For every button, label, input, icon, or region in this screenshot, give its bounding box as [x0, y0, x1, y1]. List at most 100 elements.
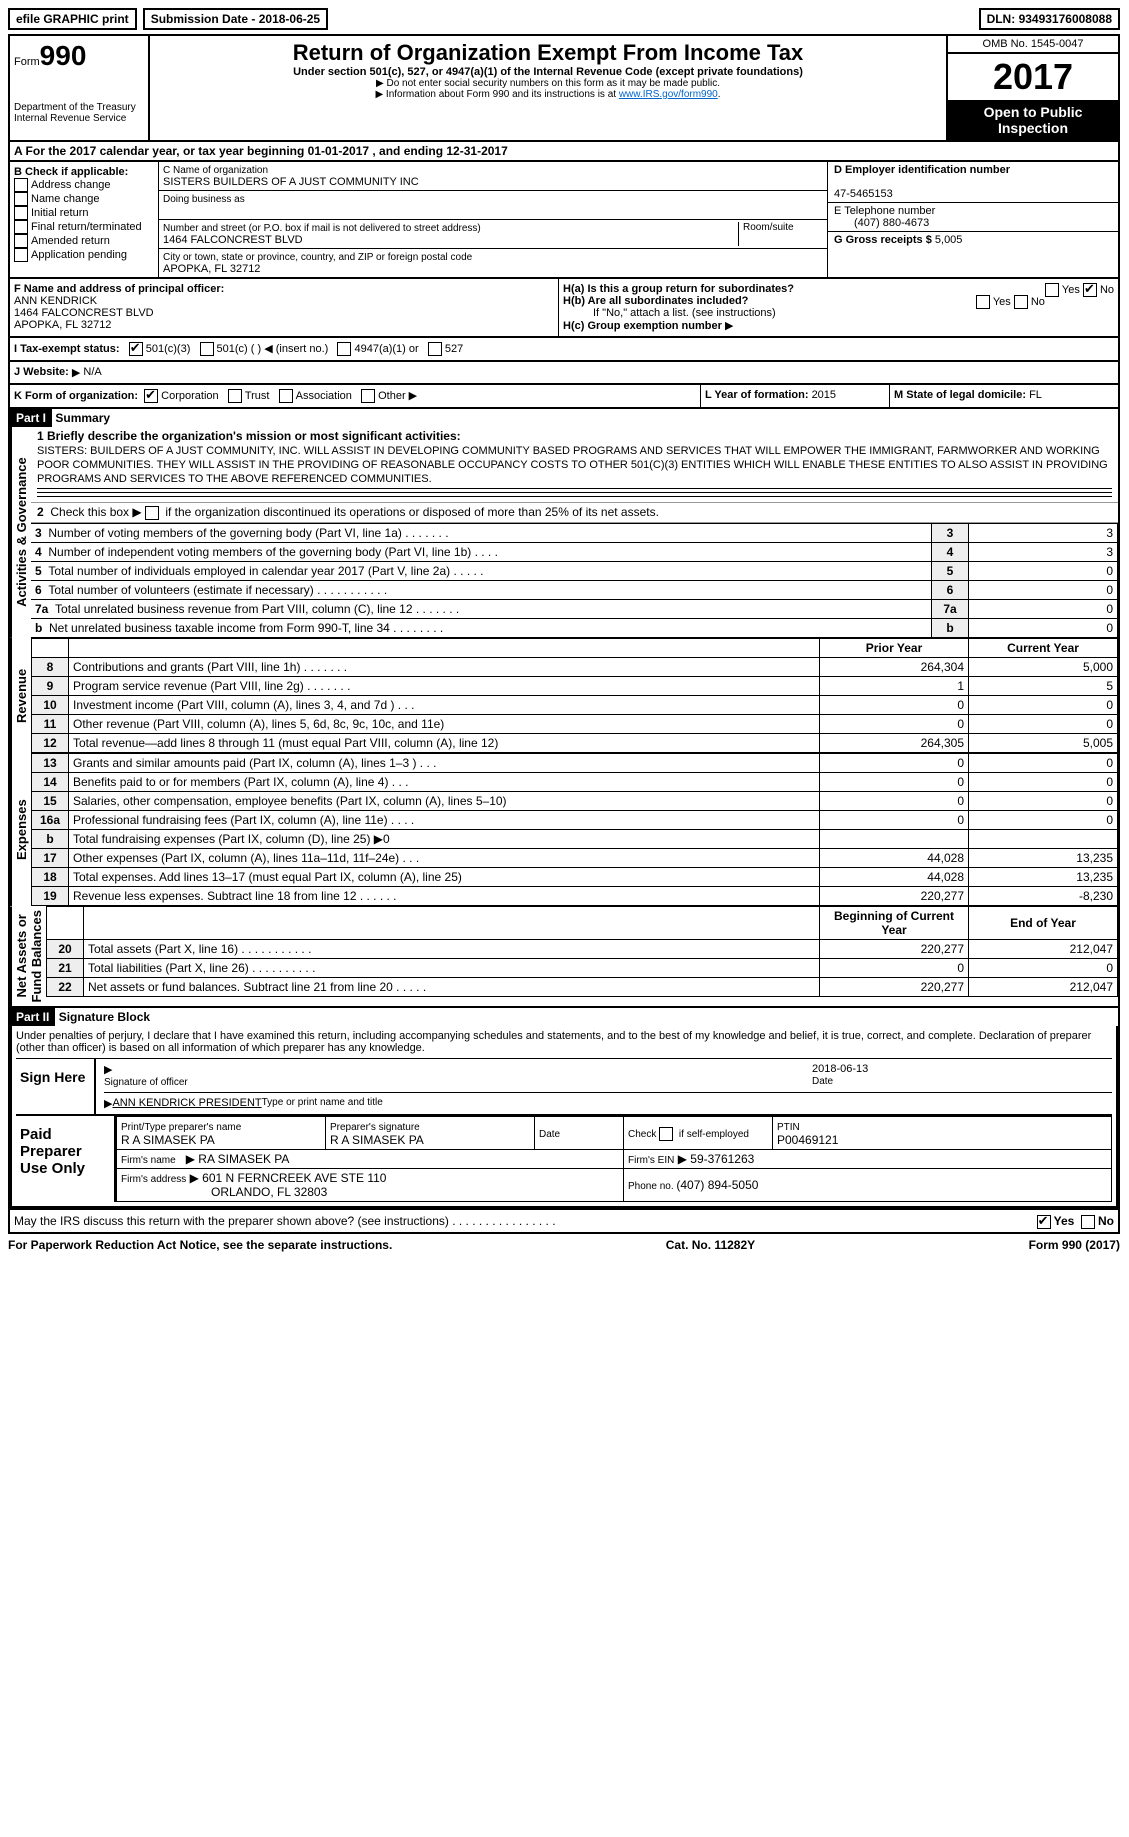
perjury-declaration: Under penalties of perjury, I declare th… — [16, 1030, 1112, 1054]
phone-value: (407) 880-4673 — [834, 217, 929, 229]
year-formation: 2015 — [812, 389, 836, 401]
hc-label: H(c) Group exemption number — [563, 320, 722, 332]
ha-label: H(a) Is this a group return for subordin… — [563, 283, 794, 295]
opt-501c3: 501(c)(3) — [146, 343, 191, 355]
b-title: B Check if applicable: — [14, 166, 128, 178]
chk-corp[interactable] — [144, 389, 158, 403]
ha-no[interactable] — [1083, 283, 1097, 297]
officer-name: ANN KENDRICK — [14, 295, 97, 307]
date-label: Date — [812, 1076, 833, 1087]
col-f: F Name and address of principal officer:… — [10, 279, 558, 336]
chk-name[interactable] — [14, 192, 28, 206]
vlabel-rev: Revenue — [10, 638, 31, 753]
hdr-beg: Beginning of Current Year — [820, 907, 969, 940]
phone-label: E Telephone number — [834, 205, 935, 217]
k-label: K Form of organization: — [14, 390, 138, 402]
sig-date: 2018-06-13 — [812, 1063, 868, 1075]
part-ii-title: Signature Block — [59, 1010, 150, 1024]
typed-label: Type or print name and title — [262, 1097, 383, 1110]
ssn-warning: Do not enter social security numbers on … — [154, 78, 942, 89]
efile-label: efile GRAPHIC print — [8, 8, 137, 30]
b-final: Final return/terminated — [31, 221, 142, 233]
firm-addr2: ORLANDO, FL 32803 — [121, 1185, 327, 1199]
chk-address[interactable] — [14, 178, 28, 192]
section-bcde: B Check if applicable: Address change Na… — [8, 162, 1120, 279]
irs-link[interactable]: www.IRS.gov/form990 — [619, 89, 718, 100]
chk-self-emp[interactable] — [659, 1127, 673, 1141]
firm-ein-label: Firm's EIN — [628, 1155, 674, 1166]
discuss-row: May the IRS discuss this return with the… — [8, 1210, 1120, 1234]
header-right: OMB No. 1545-0047 2017 Open to Public In… — [946, 36, 1118, 140]
discuss-no[interactable] — [1081, 1215, 1095, 1229]
header-left: Form990 Department of the Treasury Inter… — [10, 36, 150, 140]
open-public: Open to Public Inspection — [948, 100, 1118, 140]
chk-initial[interactable] — [14, 206, 28, 220]
col-c: C Name of organizationSISTERS BUILDERS O… — [159, 162, 827, 277]
line1-label: 1 Briefly describe the organization's mi… — [37, 429, 461, 443]
footer: For Paperwork Reduction Act Notice, see … — [8, 1238, 1120, 1252]
ha-no-label: No — [1100, 284, 1114, 296]
vlabel-gov: Activities & Governance — [10, 427, 31, 638]
rev-table: Prior YearCurrent Year 8Contributions an… — [31, 638, 1118, 753]
form-subtitle: Under section 501(c), 527, or 4947(a)(1)… — [154, 66, 942, 78]
chk-final[interactable] — [14, 220, 28, 234]
row-i: I Tax-exempt status: 501(c)(3) 501(c) ( … — [8, 338, 1120, 362]
opt-4947: 4947(a)(1) or — [354, 343, 418, 355]
hdr-curr: Current Year — [969, 639, 1118, 658]
row-klm: K Form of organization: Corporation Trus… — [8, 385, 1120, 409]
ha-yes[interactable] — [1045, 283, 1059, 297]
col-h: H(a) Is this a group return for subordin… — [558, 279, 1118, 336]
gross-value: 5,005 — [935, 234, 963, 246]
topbar: efile GRAPHIC print Submission Date - 20… — [8, 8, 1120, 30]
org-name: SISTERS BUILDERS OF A JUST COMMUNITY INC — [163, 176, 419, 188]
chk-pending[interactable] — [14, 248, 28, 262]
firm-name: RA SIMASEK PA — [198, 1152, 289, 1166]
website-value: N/A — [83, 366, 101, 379]
discuss-no-label: No — [1098, 1214, 1114, 1228]
chk-501c3[interactable] — [129, 342, 143, 356]
chk-amended[interactable] — [14, 234, 28, 248]
officer-street: 1464 FALCONCREST BLVD — [14, 307, 154, 319]
vlabel-net: Net Assets or Fund Balances — [10, 906, 46, 1006]
exp-table: 13Grants and similar amounts paid (Part … — [31, 753, 1118, 906]
firm-addr1: 601 N FERNCREEK AVE STE 110 — [202, 1171, 386, 1185]
chk-501c[interactable] — [200, 342, 214, 356]
b-address: Address change — [31, 179, 111, 191]
info-label: Information about Form 990 and its instr… — [375, 89, 618, 100]
header: Form990 Department of the Treasury Inter… — [8, 34, 1120, 142]
m-label: M State of legal domicile: — [894, 389, 1029, 401]
form-title: Return of Organization Exempt From Incom… — [154, 40, 942, 66]
dba-label: Doing business as — [163, 194, 245, 205]
hb-no[interactable] — [1014, 295, 1028, 309]
chk-assoc[interactable] — [279, 389, 293, 403]
discuss-label: May the IRS discuss this return with the… — [14, 1214, 556, 1228]
chk-other[interactable] — [361, 389, 375, 403]
part-i-title: Summary — [55, 411, 110, 425]
col-b: B Check if applicable: Address change Na… — [10, 162, 159, 277]
chk-527[interactable] — [428, 342, 442, 356]
dln-value: 93493176008088 — [1019, 12, 1112, 26]
chk-4947[interactable] — [337, 342, 351, 356]
row-a-period: A For the 2017 calendar year, or tax yea… — [8, 142, 1120, 162]
b-pending: Application pending — [31, 249, 127, 261]
c-name-label: C Name of organization — [163, 165, 268, 176]
tax-year: 2017 — [948, 54, 1118, 100]
ptin-value: P00469121 — [777, 1133, 838, 1147]
prep-sig-label: Preparer's signature — [330, 1122, 420, 1133]
discuss-yes[interactable] — [1037, 1215, 1051, 1229]
preparer-table: Print/Type preparer's nameR A SIMASEK PA… — [116, 1116, 1112, 1202]
room-label: Room/suite — [738, 222, 823, 246]
opt-501c: 501(c) ( ) — [217, 343, 262, 355]
hb-yes[interactable] — [976, 295, 990, 309]
ein-value: 47-5465153 — [834, 188, 893, 200]
chk-trust[interactable] — [228, 389, 242, 403]
dept-treasury: Department of the Treasury — [14, 102, 144, 113]
street-label: Number and street (or P.O. box if mail i… — [163, 223, 481, 234]
chk-discontinued[interactable] — [145, 506, 159, 520]
form-footer: Form 990 (2017) — [1029, 1238, 1120, 1252]
hb-yes-label: Yes — [993, 296, 1011, 308]
firm-phone: (407) 894-5050 — [676, 1178, 758, 1192]
dln: DLN: 93493176008088 — [979, 8, 1120, 30]
opt-insert: (insert no.) — [276, 343, 329, 355]
b-amended: Amended return — [31, 235, 110, 247]
